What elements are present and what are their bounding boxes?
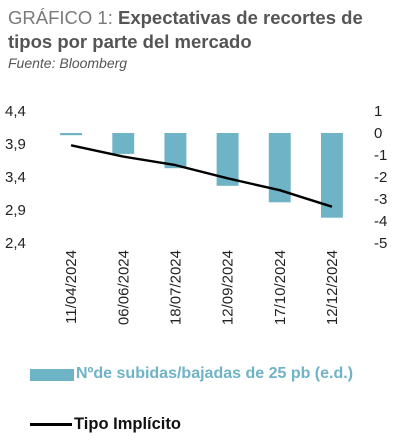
bar: [268, 133, 291, 203]
y-right-tick-label: -2: [374, 169, 387, 186]
x-tick-label: 12/12/2024: [324, 250, 341, 325]
legend-line-swatch: [30, 423, 72, 426]
bar: [216, 133, 239, 186]
y-right-tick-label: 1: [374, 103, 382, 120]
bar: [60, 133, 83, 136]
y-left-tick-label: 3,9: [5, 136, 26, 153]
y-left-tick-label: 2,9: [5, 202, 26, 219]
y-right-tick-label: -4: [374, 213, 387, 230]
legend-line-label: Tipo Implícito: [74, 415, 181, 433]
chart-header: GRÁFICO 1: Expectativas de recortes de t…: [8, 6, 408, 71]
y-right-tick-label: -5: [374, 235, 387, 252]
x-tick-label: 11/04/2024: [63, 250, 80, 324]
y-left-tick-label: 2,4: [5, 235, 26, 252]
x-tick-label: 18/07/2024: [167, 250, 184, 325]
bar: [112, 133, 135, 154]
y-right-tick-label: -1: [374, 147, 387, 164]
chart-title-main: Expectativas de recortes de tipos por pa…: [8, 7, 363, 52]
legend-bar-label: Nºde subidas/bajadas de 25 pb (e.d.): [76, 365, 354, 382]
bar: [320, 133, 343, 218]
x-tick-label: 06/06/2024: [115, 250, 132, 325]
y-left-tick-label: 4,4: [5, 103, 26, 120]
x-tick-label: 17/10/2024: [272, 250, 289, 325]
chart-title-prefix: GRÁFICO 1:: [8, 7, 118, 28]
chart-title: GRÁFICO 1: Expectativas de recortes de t…: [8, 6, 408, 54]
series-line-tipo-implicito: [70, 144, 333, 208]
legend-item-line: Tipo Implícito: [30, 415, 181, 434]
y-right-tick-label: 0: [374, 125, 382, 142]
legend-bar-swatch: [30, 369, 74, 381]
y-left-tick-label: 3,4: [5, 169, 26, 186]
x-tick-label: 12/09/2024: [220, 250, 237, 325]
y-right-tick-label: -3: [374, 191, 387, 208]
legend-item-bars: Nºde subidas/bajadas de 25 pb (e.d.): [30, 364, 386, 384]
bar: [164, 133, 187, 169]
chart-source: Fuente: Bloomberg: [8, 55, 128, 71]
